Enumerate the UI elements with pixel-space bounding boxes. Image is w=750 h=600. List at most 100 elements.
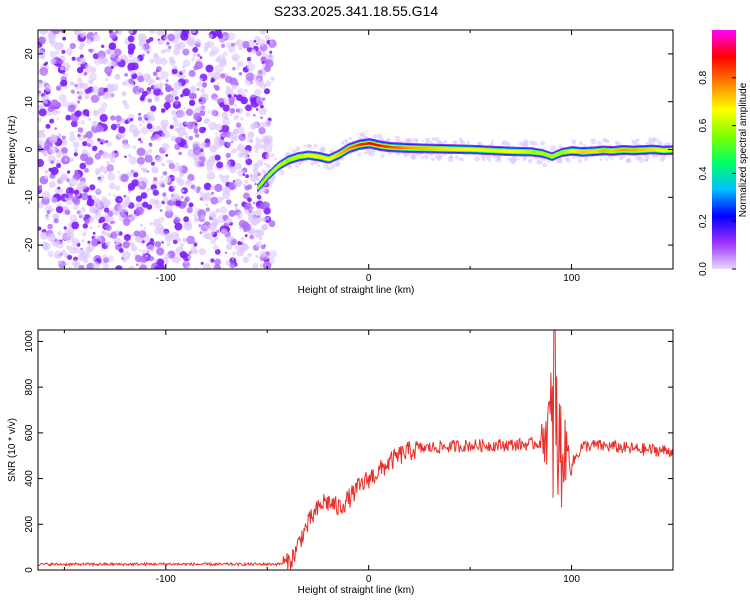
noise-speckle bbox=[150, 161, 155, 166]
noise-speckle bbox=[70, 89, 75, 94]
ridge-core-segment bbox=[285, 159, 288, 163]
noise-speckle bbox=[171, 68, 178, 75]
colorbar: 0.0 0.2 0.4 0.6 0.8 Normalized spectral ampl… bbox=[698, 30, 749, 276]
ridge-core-segment bbox=[323, 156, 326, 160]
noise-speckle bbox=[165, 41, 170, 46]
noise-speckle bbox=[88, 117, 92, 121]
noise-speckle bbox=[219, 206, 228, 214]
ridge-core-segment bbox=[452, 147, 454, 151]
ridge-core-segment bbox=[500, 149, 502, 153]
noise-speckle bbox=[160, 119, 169, 128]
ridge-band-segment bbox=[277, 164, 280, 168]
ridge-core-segment bbox=[397, 146, 400, 149]
ridge-core-segment bbox=[431, 147, 434, 150]
noise-speckle bbox=[49, 58, 56, 65]
noise-speckle bbox=[256, 50, 262, 57]
ridge-halo-speckle bbox=[330, 164, 336, 170]
ridge-core-segment bbox=[670, 148, 673, 152]
noise-speckle bbox=[263, 119, 272, 128]
noise-speckle bbox=[203, 263, 211, 269]
ridge-core-segment bbox=[598, 149, 601, 152]
ridge-core-segment bbox=[518, 150, 521, 153]
noise-speckle bbox=[101, 196, 107, 202]
ridge-core-segment bbox=[637, 148, 640, 152]
noise-speckle bbox=[265, 153, 271, 159]
ridge-core-segment bbox=[484, 148, 487, 152]
ridge-core-segment bbox=[627, 148, 630, 152]
noise-speckle bbox=[255, 138, 263, 146]
noise-speckle bbox=[151, 166, 159, 174]
ridge-core-segment bbox=[487, 149, 489, 152]
ridge-core-segment bbox=[600, 149, 603, 152]
ridge-core-segment bbox=[614, 149, 617, 152]
ridge-core-segment bbox=[649, 148, 652, 151]
noise-speckle bbox=[200, 214, 206, 220]
noise-speckle bbox=[77, 127, 84, 133]
ridge-halo-speckle bbox=[314, 160, 318, 165]
ridge-core-segment bbox=[301, 154, 304, 158]
ridge-core-segment bbox=[628, 149, 631, 152]
noise-speckle bbox=[77, 95, 82, 100]
noise-speckle bbox=[38, 90, 42, 94]
noise-speckle bbox=[103, 87, 108, 93]
noise-speckle bbox=[138, 165, 142, 168]
noise-speckle bbox=[175, 200, 182, 207]
noise-speckle bbox=[108, 192, 112, 196]
ridge-core-segment bbox=[287, 159, 289, 162]
noise-speckle bbox=[90, 145, 94, 149]
ridge-core-segment bbox=[656, 148, 658, 152]
ridge-core-segment bbox=[575, 150, 578, 153]
noise-speckle bbox=[81, 192, 89, 201]
ridge-core-segment bbox=[466, 148, 469, 151]
ridge-core-segment bbox=[483, 148, 486, 152]
ridge-core-segment bbox=[523, 150, 526, 153]
noise-speckle bbox=[41, 241, 49, 250]
noise-speckle bbox=[244, 202, 252, 210]
ridge-core-segment bbox=[380, 144, 383, 148]
noise-speckle bbox=[221, 197, 224, 200]
noise-speckle bbox=[38, 36, 46, 44]
noise-speckle bbox=[154, 241, 162, 248]
noise-speckle bbox=[226, 42, 233, 49]
noise-speckle bbox=[174, 112, 179, 117]
noise-speckle bbox=[244, 155, 249, 160]
x-tick-label: -100 bbox=[156, 273, 176, 284]
noise-speckle bbox=[47, 106, 54, 112]
ridge-core-segment bbox=[297, 155, 300, 159]
ridge-core-segment bbox=[424, 147, 427, 150]
noise-speckle bbox=[176, 195, 182, 201]
ridge-core-segment bbox=[446, 147, 449, 151]
ridge-halo-speckle bbox=[285, 152, 288, 155]
noise-speckle bbox=[234, 162, 242, 170]
noise-speckle bbox=[252, 262, 259, 269]
noise-speckle bbox=[216, 229, 220, 234]
noise-speckle bbox=[168, 163, 175, 170]
noise-speckle bbox=[186, 207, 193, 214]
ridge-core-segment bbox=[507, 150, 510, 153]
noise-speckle bbox=[78, 211, 83, 217]
ridge-core-segment bbox=[419, 147, 422, 150]
ridge-core-segment bbox=[440, 147, 443, 151]
noise-speckle bbox=[39, 67, 49, 76]
noise-speckle bbox=[76, 66, 84, 74]
noise-speckle bbox=[243, 192, 250, 200]
ridge-halo-speckle bbox=[303, 144, 307, 148]
ridge-core-segment bbox=[531, 150, 534, 154]
ridge-halo-speckle bbox=[360, 131, 366, 138]
noise-speckle bbox=[270, 76, 275, 81]
noise-speckle bbox=[263, 244, 266, 247]
ridge-core-segment bbox=[331, 156, 334, 159]
noise-speckle bbox=[104, 77, 109, 82]
noise-speckle bbox=[146, 170, 150, 173]
noise-speckle bbox=[240, 152, 245, 157]
noise-speckle bbox=[254, 182, 257, 186]
noise-speckle bbox=[204, 138, 211, 144]
noise-speckle bbox=[114, 237, 122, 246]
noise-speckle bbox=[78, 264, 85, 269]
noise-speckle bbox=[188, 135, 194, 141]
noise-speckle bbox=[198, 98, 203, 102]
ridge-core-segment bbox=[570, 149, 573, 153]
ridge-halo-speckle bbox=[344, 138, 349, 143]
noise-speckle bbox=[102, 263, 110, 269]
noise-speckle bbox=[50, 208, 55, 212]
